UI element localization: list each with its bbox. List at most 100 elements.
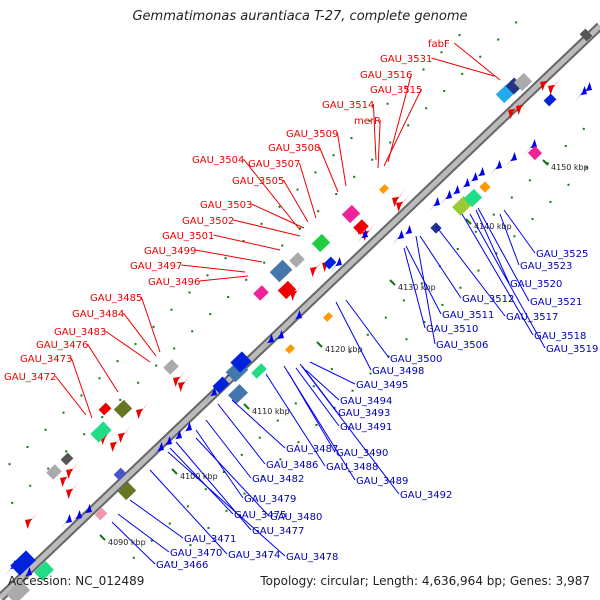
- forward-label-leader: [372, 103, 377, 161]
- reverse-gene-arrow: [170, 430, 182, 446]
- forward-label-leader: [70, 357, 93, 419]
- reverse-label-leader: [309, 361, 356, 385]
- track-dot: [150, 539, 153, 542]
- track-dot: [260, 222, 263, 225]
- reverse-label-leader: [287, 371, 336, 453]
- scale-ticks: 4090 kbp 4100 kbp 4110 kbp 4120 kbp 4130 kbp…: [99, 159, 589, 547]
- track-dot: [387, 355, 390, 358]
- track-dot: [458, 34, 461, 37]
- track-dot: [366, 333, 369, 336]
- track-dot: [171, 561, 174, 564]
- reverse-gene-label: GAU_3512: [462, 294, 514, 305]
- reverse-gene-arrow: [70, 510, 82, 526]
- track-dot: [315, 424, 318, 426]
- scale-tick-label: 4120 kbp: [325, 345, 363, 354]
- track-dot: [495, 252, 498, 255]
- forward-gene-label: GAU_3507: [248, 159, 300, 170]
- track-dot: [384, 316, 387, 319]
- reverse-gene-label: GAU_3466: [156, 560, 208, 571]
- gene-block: [5, 580, 31, 600]
- reverse-gene-arrow: [440, 190, 452, 206]
- reverse-label-leader: [469, 213, 546, 349]
- track-dot: [335, 193, 338, 195]
- track-dot: [152, 325, 155, 328]
- track-dot: [245, 278, 248, 281]
- reverse-gene-label: GAU_3518: [534, 331, 586, 342]
- track-dot: [278, 205, 281, 208]
- forward-gene-arrow: [310, 259, 323, 277]
- forward-label-leader: [298, 162, 317, 219]
- forward-gene-arrow: [136, 401, 149, 419]
- forward-label-leader: [233, 219, 301, 237]
- track-dot: [405, 338, 408, 341]
- track-dot: [206, 274, 209, 277]
- forward-label-leader: [243, 158, 301, 231]
- scale-tick-mark: [99, 534, 106, 541]
- track-dot: [188, 291, 191, 294]
- track-dot: [497, 38, 500, 41]
- reverse-label-leader: [111, 521, 156, 565]
- track-dot: [441, 303, 444, 306]
- track-dot: [440, 51, 443, 54]
- forward-gene-label: GAU_3497: [130, 261, 182, 272]
- forward-gene-label: GAU_3485: [90, 293, 142, 304]
- reverse-gene-label: GAU_3486: [266, 460, 318, 471]
- track-dot: [567, 183, 570, 186]
- track-dot: [225, 509, 228, 512]
- reverse-gene-arrow: [580, 82, 592, 98]
- track-dot: [240, 453, 243, 456]
- reverse-gene-label: GAU_3517: [506, 312, 558, 323]
- reverse-label-leader: [231, 399, 286, 449]
- gene-block: [60, 452, 74, 466]
- reverse-gene-arrow: [60, 514, 72, 530]
- forward-gene-label: GAU_3476: [36, 340, 88, 351]
- gene-block: [10, 550, 36, 576]
- reverse-gene-arrow: [272, 330, 284, 346]
- forward-label-leader: [140, 296, 161, 353]
- map-title: Gemmatimonas aurantiaca T-27, complete g…: [132, 9, 468, 24]
- reverse-label-leader: [195, 437, 270, 517]
- track-dot: [243, 492, 246, 495]
- track-dot: [477, 269, 480, 272]
- track-dot: [386, 102, 389, 105]
- forward-label-leader: [318, 146, 339, 193]
- forward-gene-label: GAU_3499: [144, 246, 196, 257]
- reverse-gene-arrow: [262, 334, 274, 350]
- forward-gene-label: GAU_3483: [54, 327, 106, 338]
- reverse-gene-arrow: [575, 86, 587, 102]
- reverse-gene-label: GAU_3470: [170, 548, 222, 559]
- forward-label-leader: [387, 73, 412, 163]
- reverse-gene-arrow: [490, 160, 502, 176]
- gene-block: [285, 344, 295, 354]
- forward-gene-arrow: [178, 374, 191, 392]
- reverse-gene-arrow: [448, 185, 460, 201]
- track-dot: [333, 406, 336, 409]
- reverse-gene-arrow: [356, 229, 368, 245]
- track-dot: [564, 145, 567, 147]
- forward-label-leader: [431, 57, 495, 77]
- forward-gene-label: GAU_3505: [232, 176, 284, 187]
- reverse-gene-label: GAU_3489: [356, 476, 408, 487]
- track-dot: [492, 213, 495, 216]
- track-dot: [98, 377, 101, 380]
- reverse-label-leader: [167, 451, 286, 557]
- reverse-label-leader: [305, 369, 340, 401]
- gene-block: [543, 93, 557, 107]
- reverse-gene-arrow: [466, 172, 478, 188]
- track-dot: [546, 162, 549, 165]
- reverse-gene-label: GAU_3490: [336, 448, 388, 459]
- gene-block: [46, 464, 62, 480]
- track-dot: [65, 450, 68, 453]
- forward-gene-arrow: [540, 73, 553, 91]
- gene-block: [463, 188, 483, 208]
- track-dot: [402, 299, 405, 302]
- reverse-label-leader: [129, 499, 184, 539]
- gene-block: [253, 285, 269, 301]
- reverse-gene-label: GAU_3519: [546, 344, 598, 355]
- track-dot: [299, 227, 302, 230]
- track-dot: [332, 154, 335, 157]
- track-dot: [258, 436, 261, 439]
- reverse-gene-label: GAU_3498: [372, 366, 424, 377]
- accession-label: Accession: NC_012489: [8, 574, 145, 588]
